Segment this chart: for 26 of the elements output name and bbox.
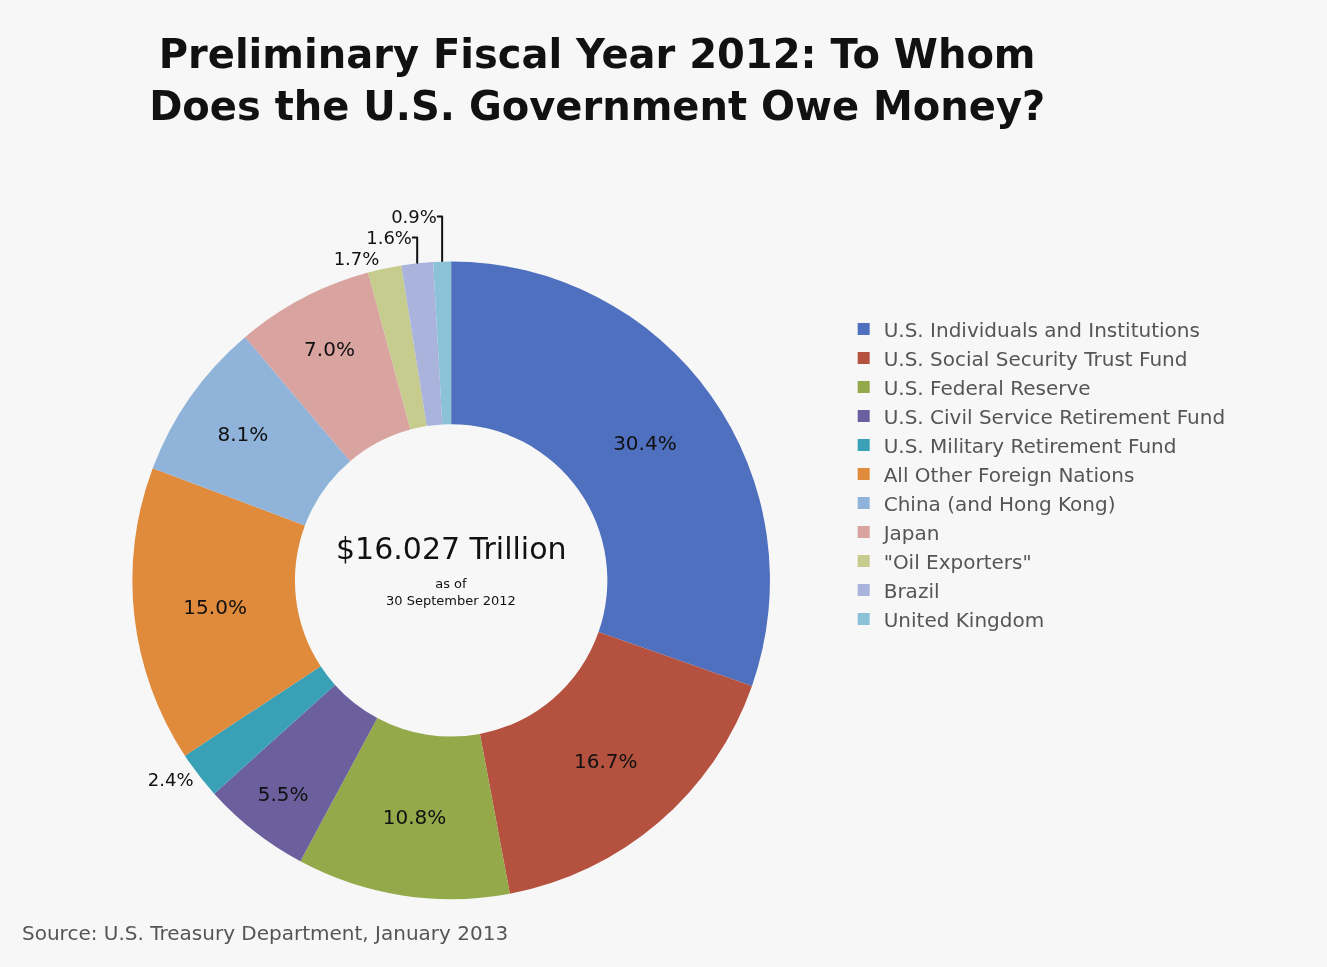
legend-label: U.S. Federal Reserve: [883, 375, 1091, 400]
data-label: 1.7%: [333, 248, 380, 270]
legend-label: U.S. Military Retirement Fund: [883, 433, 1177, 458]
legend-label: Brazil: [883, 578, 940, 603]
data-label: 0.9%: [391, 206, 437, 228]
legend-label: Japan: [881, 520, 940, 545]
data-label: 5.5%: [257, 782, 309, 807]
legend-label: U.S. Social Security Trust Fund: [883, 346, 1188, 371]
chart-title: Preliminary Fiscal Year 2012: To Whom Does the U.S. Government Owe Money?: [149, 30, 1046, 129]
data-label: 16.7%: [574, 748, 638, 773]
data-label: 30.4%: [613, 431, 677, 456]
legend-label: U.S. Civil Service Retirement Fund: [883, 404, 1226, 429]
text: $16.027 Trillion: [336, 531, 567, 566]
text: as of 30 September 2012: [386, 576, 516, 608]
data-label: 10.8%: [382, 804, 447, 829]
source-note: Source: U.S. Treasury Department, January 2013: [22, 921, 509, 945]
legend-label: U.S. Individuals and Institutions: [883, 317, 1200, 342]
legend-label: All Other Foreign Nations: [883, 462, 1135, 487]
legend-label: China (and Hong Kong): [883, 491, 1116, 516]
legend-label: "Oil Exporters": [883, 549, 1032, 574]
data-label: 2.4%: [147, 768, 194, 790]
data-label: 1.6%: [366, 227, 412, 249]
data-label: 8.1%: [217, 421, 269, 446]
data-label: 15.0%: [183, 594, 247, 619]
data-label: 7.0%: [304, 336, 355, 361]
legend-label: United Kingdom: [883, 607, 1045, 632]
